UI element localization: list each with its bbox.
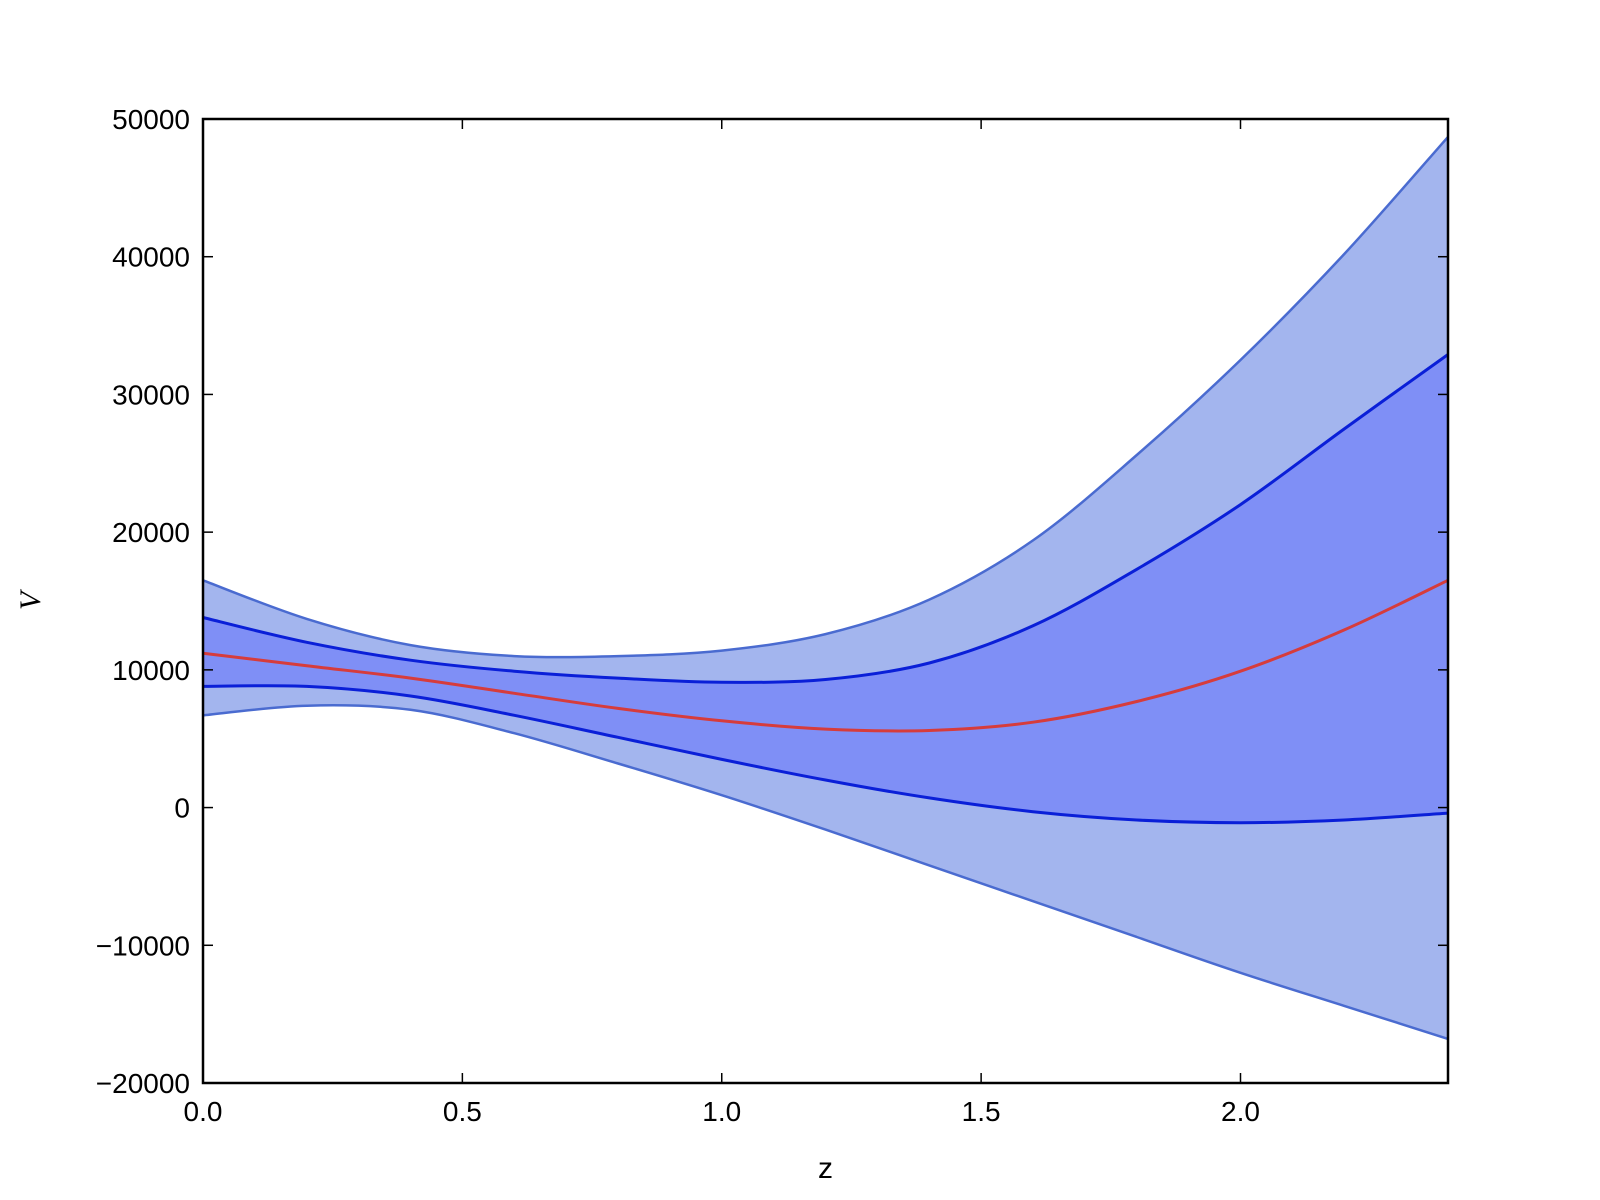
y-tick-label: 10000 — [112, 655, 190, 686]
confidence-bands — [203, 136, 1448, 1039]
y-tick-label: 30000 — [112, 379, 190, 410]
series-lines — [202, 136, 1449, 1041]
series-line-inner-lower — [202, 684, 1449, 825]
y-tick-label: 20000 — [112, 517, 190, 548]
series-line-outer-upper — [202, 136, 1449, 659]
inner-band — [203, 354, 1448, 823]
x-tick-label: 2.0 — [1221, 1096, 1260, 1127]
plot-frame — [201, 117, 1450, 1085]
x-tick-label: 0.0 — [184, 1096, 223, 1127]
series-line-outer-lower — [202, 704, 1449, 1041]
series-line-mean — [202, 578, 1449, 733]
tick-marks — [202, 118, 1448, 1084]
y-tick-label: 0 — [174, 793, 190, 824]
x-tick-label: 0.5 — [443, 1096, 482, 1127]
x-tick-label: 1.5 — [962, 1096, 1001, 1127]
y-axis-label: V — [14, 588, 47, 610]
y-tick-label: −10000 — [96, 930, 190, 961]
x-axis-label: z — [818, 1152, 833, 1185]
y-tick-label: 50000 — [112, 104, 190, 135]
x-tick-label: 1.0 — [702, 1096, 741, 1127]
series-line-inner-upper — [202, 353, 1449, 684]
y-tick-labels: −20000 −10000 0 10000 20000 30000 40000 50000 — [96, 104, 190, 1099]
y-tick-label: 40000 — [112, 242, 190, 273]
x-tick-labels: 0.0 0.5 1.0 1.5 2.0 — [184, 1096, 1260, 1127]
y-tick-label: −20000 — [96, 1068, 190, 1099]
